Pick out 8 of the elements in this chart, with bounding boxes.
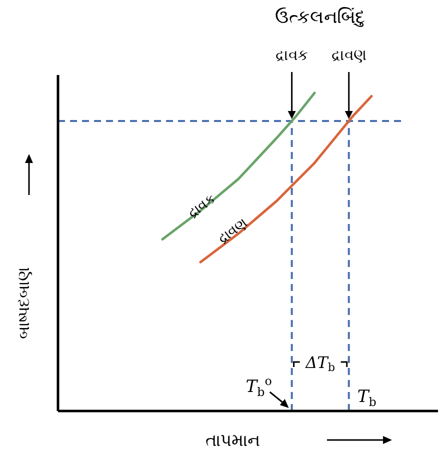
text: દ્રાવક [275, 46, 308, 64]
y-axis-title: બાષ્પદબાણ [14, 267, 33, 339]
text: ઉત્કલનબિંદુ [275, 7, 365, 28]
annotation: T$_{b}$ [357, 387, 377, 409]
text: દ્રાવક [185, 190, 219, 222]
annotation: ΔT$_{b}$ [304, 353, 336, 374]
x-axis-title: તાપમાન [206, 431, 260, 451]
text: દ્રાવણ [331, 46, 366, 64]
